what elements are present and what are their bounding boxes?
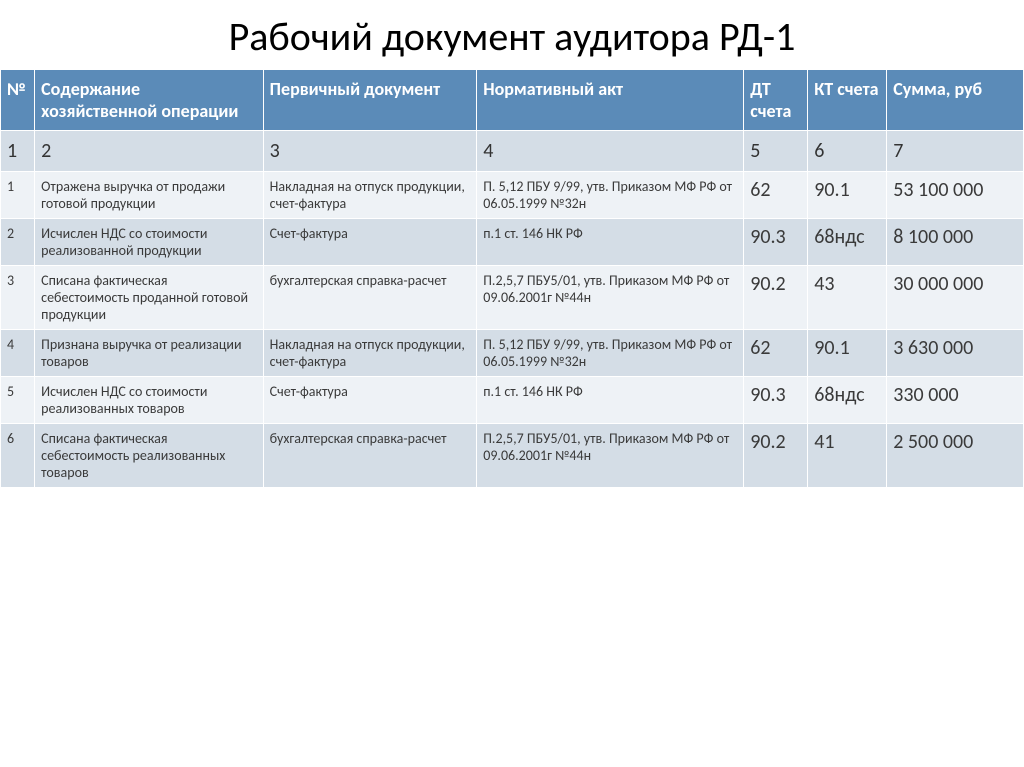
numrow-cell: 6 bbox=[808, 131, 887, 172]
table-row: 1Отражена выручка от продажи готовой про… bbox=[1, 172, 1024, 219]
cell-act: п.1 ст. 146 НК РФ bbox=[477, 219, 744, 266]
cell-act: П. 5,12 ПБУ 9/99, утв. Приказом МФ РФ от… bbox=[477, 172, 744, 219]
cell-kt: 68ндс bbox=[808, 219, 887, 266]
cell-document: Счет-фактура bbox=[263, 377, 477, 424]
cell-document: Накладная на отпуск продукции, счет-факт… bbox=[263, 330, 477, 377]
numrow-cell: 5 bbox=[744, 131, 808, 172]
col-header-act: Нормативный акт bbox=[477, 70, 744, 131]
cell-kt: 90.1 bbox=[808, 330, 887, 377]
cell-num: 1 bbox=[1, 172, 35, 219]
col-header-num: № bbox=[1, 70, 35, 131]
cell-sum: 3 630 000 bbox=[887, 330, 1024, 377]
cell-dt: 62 bbox=[744, 172, 808, 219]
table-body: 1 2 3 4 5 6 7 1Отражена выручка от прода… bbox=[1, 131, 1024, 488]
cell-act: п.1 ст. 146 НК РФ bbox=[477, 377, 744, 424]
table-row: 5Исчислен НДС со стоимости реализованных… bbox=[1, 377, 1024, 424]
cell-kt: 68ндс bbox=[808, 377, 887, 424]
cell-kt: 90.1 bbox=[808, 172, 887, 219]
table-number-row: 1 2 3 4 5 6 7 bbox=[1, 131, 1024, 172]
cell-operation: Исчислен НДС со стоимости реализованной … bbox=[35, 219, 264, 266]
table-row: 4Признана выручка от реализации товаровН… bbox=[1, 330, 1024, 377]
cell-num: 5 bbox=[1, 377, 35, 424]
col-header-kt: КТ счета bbox=[808, 70, 887, 131]
cell-kt: 43 bbox=[808, 266, 887, 330]
numrow-cell: 4 bbox=[477, 131, 744, 172]
cell-document: Накладная на отпуск продукции, счет-факт… bbox=[263, 172, 477, 219]
cell-document: бухгалтерская справка-расчет bbox=[263, 424, 477, 488]
numrow-cell: 7 bbox=[887, 131, 1024, 172]
cell-act: П.2,5,7 ПБУ5/01, утв. Приказом МФ РФ от … bbox=[477, 266, 744, 330]
numrow-cell: 1 bbox=[1, 131, 35, 172]
col-header-dt: ДТ счета bbox=[744, 70, 808, 131]
table-row: 2Исчислен НДС со стоимости реализованной… bbox=[1, 219, 1024, 266]
cell-act: П.2,5,7 ПБУ5/01, утв. Приказом МФ РФ от … bbox=[477, 424, 744, 488]
table-row: 6Списана фактическая себестоимость реали… bbox=[1, 424, 1024, 488]
cell-sum: 330 000 bbox=[887, 377, 1024, 424]
cell-sum: 8 100 000 bbox=[887, 219, 1024, 266]
cell-num: 3 bbox=[1, 266, 35, 330]
cell-dt: 90.2 bbox=[744, 266, 808, 330]
cell-operation: Отражена выручка от продажи готовой прод… bbox=[35, 172, 264, 219]
cell-operation: Исчислен НДС со стоимости реализованных … bbox=[35, 377, 264, 424]
cell-dt: 90.3 bbox=[744, 219, 808, 266]
cell-document: бухгалтерская справка-расчет bbox=[263, 266, 477, 330]
numrow-cell: 3 bbox=[263, 131, 477, 172]
cell-dt: 90.2 bbox=[744, 424, 808, 488]
cell-num: 2 bbox=[1, 219, 35, 266]
cell-kt: 41 bbox=[808, 424, 887, 488]
cell-num: 6 bbox=[1, 424, 35, 488]
cell-document: Счет-фактура bbox=[263, 219, 477, 266]
col-header-document: Первичный документ bbox=[263, 70, 477, 131]
table-header-row: № Содержание хозяйственной операции Перв… bbox=[1, 70, 1024, 131]
cell-operation: Списана фактическая себестоимость продан… bbox=[35, 266, 264, 330]
cell-dt: 90.3 bbox=[744, 377, 808, 424]
cell-act: П. 5,12 ПБУ 9/99, утв. Приказом МФ РФ от… bbox=[477, 330, 744, 377]
col-header-operation: Содержание хозяйственной операции bbox=[35, 70, 264, 131]
cell-dt: 62 bbox=[744, 330, 808, 377]
cell-num: 4 bbox=[1, 330, 35, 377]
col-header-sum: Сумма, руб bbox=[887, 70, 1024, 131]
table-row: 3Списана фактическая себестоимость прода… bbox=[1, 266, 1024, 330]
cell-operation: Списана фактическая себестоимость реализ… bbox=[35, 424, 264, 488]
cell-sum: 2 500 000 bbox=[887, 424, 1024, 488]
cell-sum: 53 100 000 bbox=[887, 172, 1024, 219]
page-title: Рабочий документ аудитора РД-1 bbox=[0, 0, 1024, 69]
cell-operation: Признана выручка от реализации товаров bbox=[35, 330, 264, 377]
cell-sum: 30 000 000 bbox=[887, 266, 1024, 330]
numrow-cell: 2 bbox=[35, 131, 264, 172]
auditor-table: № Содержание хозяйственной операции Перв… bbox=[0, 69, 1024, 488]
